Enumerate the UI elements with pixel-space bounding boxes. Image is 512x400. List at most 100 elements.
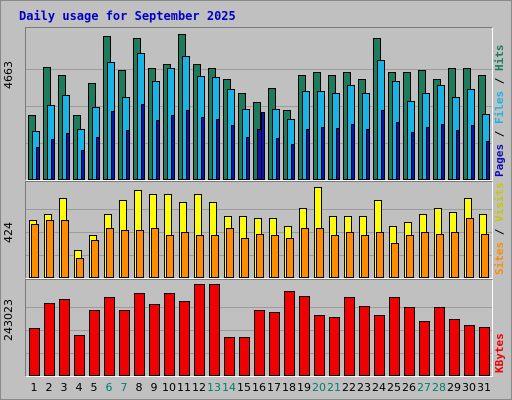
bar-sites-day-5 bbox=[91, 240, 99, 278]
bar-sites-day-29 bbox=[451, 232, 459, 278]
bar-kbytes-day-28 bbox=[434, 307, 445, 376]
bar-kbytes-day-27 bbox=[419, 321, 430, 376]
bar-pages-day-25 bbox=[396, 122, 400, 180]
x-tick-day-28: 28 bbox=[432, 381, 446, 394]
bar-sites-day-8 bbox=[136, 230, 144, 278]
bar-sites-day-28 bbox=[436, 234, 444, 278]
bar-kbytes-day-19 bbox=[299, 296, 310, 376]
x-tick-day-17: 17 bbox=[267, 381, 281, 394]
bar-pages-day-20 bbox=[321, 127, 325, 180]
bar-sites-day-24 bbox=[376, 232, 384, 278]
x-tick-day-8: 8 bbox=[135, 381, 143, 394]
legend-visits-sites: Sites / Visits bbox=[493, 182, 509, 275]
bar-sites-day-7 bbox=[121, 230, 129, 278]
bar-kbytes-day-9 bbox=[149, 304, 160, 376]
legend-kbytes: KBytes bbox=[493, 281, 509, 373]
bar-pages-day-16 bbox=[261, 112, 265, 180]
bar-pages-day-14 bbox=[231, 125, 235, 180]
bar-sites-day-30 bbox=[466, 218, 474, 278]
legend-separator: / bbox=[493, 222, 506, 242]
bar-sites-day-25 bbox=[391, 243, 399, 278]
bar-sites-day-18 bbox=[286, 238, 294, 278]
bar-kbytes-day-22 bbox=[344, 297, 355, 376]
visits-sites-plot bbox=[26, 187, 492, 278]
bar-pages-day-15 bbox=[246, 137, 250, 180]
bar-kbytes-day-3 bbox=[59, 299, 70, 376]
legend-separator: / bbox=[493, 124, 506, 144]
bar-sites-day-21 bbox=[331, 235, 339, 278]
bar-pages-day-26 bbox=[411, 132, 415, 180]
legend-hits-files-pages: Pages / Files / Hits bbox=[493, 29, 509, 178]
x-tick-day-21: 21 bbox=[327, 381, 341, 394]
kbytes-plot bbox=[26, 284, 492, 376]
bar-pages-day-10 bbox=[171, 115, 175, 180]
y-max-label-kbytes: 243023 bbox=[2, 299, 15, 341]
bar-sites-day-12 bbox=[196, 235, 204, 278]
x-tick-day-6: 6 bbox=[105, 381, 113, 394]
bar-pages-day-5 bbox=[96, 137, 100, 180]
legend-kbytes-label: KBytes bbox=[493, 333, 506, 373]
x-tick-day-25: 25 bbox=[387, 381, 401, 394]
bar-pages-day-21 bbox=[336, 128, 340, 180]
legend-separator: / bbox=[493, 71, 506, 91]
legend-visits: Visits bbox=[493, 182, 506, 222]
bar-kbytes-day-6 bbox=[104, 297, 115, 376]
bar-sites-day-2 bbox=[46, 220, 54, 278]
bar-sites-day-19 bbox=[301, 228, 309, 278]
x-tick-day-14: 14 bbox=[222, 381, 236, 394]
chart-title: Daily usage for September 2025 bbox=[19, 9, 236, 23]
bar-pages-day-13 bbox=[216, 119, 220, 180]
bar-pages-day-23 bbox=[366, 129, 370, 180]
bar-sites-day-14 bbox=[226, 228, 234, 278]
bar-sites-day-9 bbox=[151, 228, 159, 278]
bar-pages-day-31 bbox=[486, 141, 490, 180]
legend-hits: Hits bbox=[493, 44, 506, 72]
bar-pages-day-18 bbox=[291, 144, 295, 180]
bar-sites-day-16 bbox=[256, 234, 264, 278]
hits-files-pages-panel bbox=[25, 27, 493, 181]
bar-sites-day-15 bbox=[241, 238, 249, 278]
x-tick-day-23: 23 bbox=[357, 381, 371, 394]
bar-pages-day-4 bbox=[81, 150, 85, 180]
bar-pages-day-6 bbox=[111, 111, 115, 180]
bar-sites-day-27 bbox=[421, 232, 429, 278]
x-tick-day-3: 3 bbox=[60, 381, 68, 394]
x-tick-day-2: 2 bbox=[45, 381, 53, 394]
bar-kbytes-day-20 bbox=[314, 315, 325, 376]
bar-kbytes-day-5 bbox=[89, 310, 100, 376]
bar-pages-day-7 bbox=[126, 130, 130, 180]
y-max-label-hits: 4663 bbox=[2, 61, 15, 89]
x-tick-day-10: 10 bbox=[162, 381, 176, 394]
bar-pages-day-11 bbox=[186, 110, 190, 180]
bar-pages-day-2 bbox=[51, 139, 55, 180]
bar-kbytes-day-23 bbox=[359, 306, 370, 376]
x-tick-day-26: 26 bbox=[402, 381, 416, 394]
bar-sites-day-10 bbox=[166, 235, 174, 278]
bar-sites-day-6 bbox=[106, 228, 114, 278]
bar-kbytes-day-29 bbox=[449, 319, 460, 376]
bar-kbytes-day-21 bbox=[329, 317, 340, 376]
bar-kbytes-day-8 bbox=[134, 293, 145, 376]
bar-sites-day-3 bbox=[61, 220, 69, 278]
x-tick-day-24: 24 bbox=[372, 381, 386, 394]
bar-kbytes-day-11 bbox=[179, 301, 190, 376]
bar-kbytes-day-17 bbox=[269, 312, 280, 376]
bar-pages-day-8 bbox=[141, 104, 145, 180]
bar-sites-day-11 bbox=[181, 232, 189, 278]
x-tick-day-30: 30 bbox=[462, 381, 476, 394]
bar-kbytes-day-14 bbox=[224, 337, 235, 376]
visits-sites-panel bbox=[25, 181, 493, 279]
bar-pages-day-30 bbox=[471, 125, 475, 180]
x-tick-day-16: 16 bbox=[252, 381, 266, 394]
x-tick-day-12: 12 bbox=[192, 381, 206, 394]
x-tick-day-18: 18 bbox=[282, 381, 296, 394]
x-tick-day-13: 13 bbox=[207, 381, 221, 394]
x-axis-day-labels: 1 2 3 4 5 6 7 8 9 10 11 12 13 14 15 16 17 18 19 20 21 22 23 24 2… bbox=[25, 381, 492, 395]
bar-sites-day-23 bbox=[361, 235, 369, 278]
bar-kbytes-day-31 bbox=[479, 327, 490, 376]
bar-sites-day-22 bbox=[346, 232, 354, 278]
bar-kbytes-day-16 bbox=[254, 310, 265, 376]
bar-kbytes-day-7 bbox=[119, 310, 130, 376]
bar-kbytes-day-15 bbox=[239, 337, 250, 376]
